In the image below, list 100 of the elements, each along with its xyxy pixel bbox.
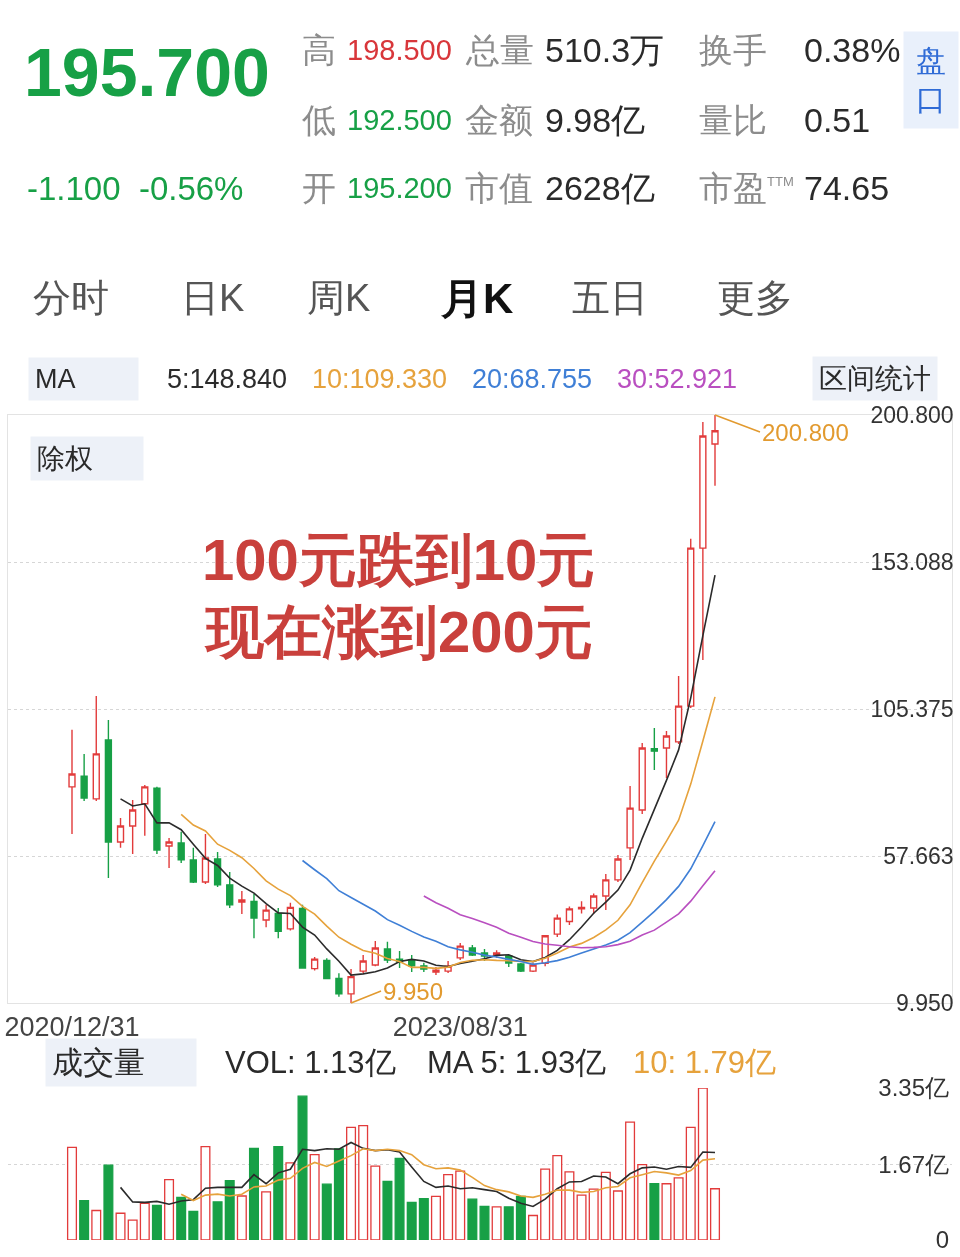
- text: 9.98亿: [545, 101, 646, 139]
- bar: [188, 1210, 199, 1240]
- bar: [333, 1148, 344, 1240]
- bar: [515, 1195, 526, 1240]
- candlestick: [262, 904, 270, 929]
- candlestick: [116, 817, 125, 849]
- candlestick: [517, 962, 525, 973]
- text: MA 5: 1.93亿: [427, 1045, 607, 1080]
- y-tick-label: 153.088: [870, 549, 954, 576]
- text: -1.100 -0.56%: [27, 170, 244, 207]
- text: 更多: [717, 277, 793, 319]
- candlestick: [626, 785, 634, 861]
- line-series: [301, 820, 716, 966]
- text: 200.800: [762, 419, 849, 446]
- candlestick: [153, 786, 161, 855]
- text: 开: [302, 169, 336, 207]
- text: 周K: [307, 277, 371, 319]
- bar: [564, 1171, 575, 1240]
- text: 5:148.840: [167, 364, 288, 394]
- candlestick: [177, 831, 185, 864]
- text: 量比: [699, 101, 767, 139]
- y-tick-label: 1.67亿: [878, 1150, 949, 1178]
- bar: [115, 1212, 126, 1240]
- text: 市值: [465, 169, 533, 207]
- y-tick-label: 200.800: [870, 402, 954, 429]
- text: 区间统计: [819, 363, 931, 394]
- bar: [309, 1154, 320, 1240]
- bar: [66, 1146, 78, 1240]
- text: 195.200: [347, 172, 452, 204]
- candlestick: [614, 854, 622, 883]
- annotation: 除权: [37, 443, 93, 474]
- candlestick: [80, 753, 88, 802]
- bar: [236, 1195, 247, 1240]
- text: 盘口: [916, 44, 946, 116]
- bar: [552, 1154, 563, 1240]
- bar: [103, 1164, 114, 1240]
- bar: [479, 1205, 490, 1240]
- text: 换手: [699, 31, 767, 69]
- candlestick: [274, 907, 282, 939]
- line-series: [180, 696, 716, 970]
- bar: [637, 1164, 648, 1240]
- candlestick: [141, 784, 149, 837]
- bar: [455, 1170, 466, 1240]
- candlestick: [165, 837, 173, 869]
- text: 198.500: [347, 34, 452, 66]
- bar: [709, 1188, 721, 1240]
- text: VOL: 1.13亿: [225, 1045, 396, 1080]
- x-tick-label: 2020/12/31: [4, 1012, 140, 1043]
- bar: [649, 1183, 660, 1240]
- bar: [697, 1088, 708, 1240]
- bar: [661, 1183, 672, 1240]
- annotation: 9.950: [383, 978, 444, 1005]
- text: 日K: [181, 277, 245, 319]
- candlestick: [104, 719, 113, 879]
- bar: [467, 1198, 478, 1240]
- text: 10: 1.79亿: [633, 1045, 777, 1080]
- y-tick-label: 9.950: [896, 990, 954, 1017]
- bar: [394, 1157, 405, 1240]
- bar: [297, 1095, 308, 1240]
- candlestick: [650, 727, 659, 771]
- candlestick: [128, 799, 137, 855]
- bar: [503, 1206, 514, 1240]
- candlestick: [687, 538, 695, 709]
- bar: [625, 1121, 636, 1240]
- candlestick: [310, 956, 319, 972]
- bar: [127, 1219, 138, 1240]
- bar: [588, 1188, 599, 1240]
- bar: [346, 1126, 357, 1240]
- candlestick: [699, 421, 707, 661]
- bar: [200, 1145, 211, 1240]
- text: 2628亿: [545, 169, 655, 207]
- bar: [673, 1177, 684, 1240]
- bar: [406, 1201, 417, 1240]
- candlestick: [662, 730, 671, 779]
- bar: [418, 1198, 429, 1240]
- text: 30:52.921: [617, 364, 738, 394]
- text: 总量: [465, 31, 534, 69]
- candlestick: [553, 913, 561, 938]
- candlestick: [590, 892, 598, 915]
- annotation: 100元跌到10元: [202, 527, 596, 592]
- text: 0.51: [804, 101, 871, 139]
- bar: [382, 1180, 393, 1240]
- bar: [600, 1171, 611, 1240]
- bar: [212, 1201, 223, 1240]
- text: 195.700: [24, 34, 270, 110]
- candlestick: [674, 675, 683, 745]
- bar: [139, 1202, 150, 1240]
- bar: [273, 1145, 284, 1240]
- text: 10:109.330: [312, 364, 448, 394]
- bar: [261, 1191, 272, 1240]
- y-tick-label: 3.35亿: [878, 1074, 949, 1102]
- y-tick-label: 57.663: [883, 843, 954, 870]
- text: 低: [302, 101, 336, 139]
- x-tick-label: 2023/08/31: [392, 1012, 528, 1043]
- bar: [612, 1190, 623, 1240]
- candlestick: [68, 729, 76, 835]
- candlestick: [347, 968, 355, 1003]
- bar: [540, 1168, 551, 1240]
- bar: [370, 1165, 381, 1240]
- candlestick: [323, 957, 331, 980]
